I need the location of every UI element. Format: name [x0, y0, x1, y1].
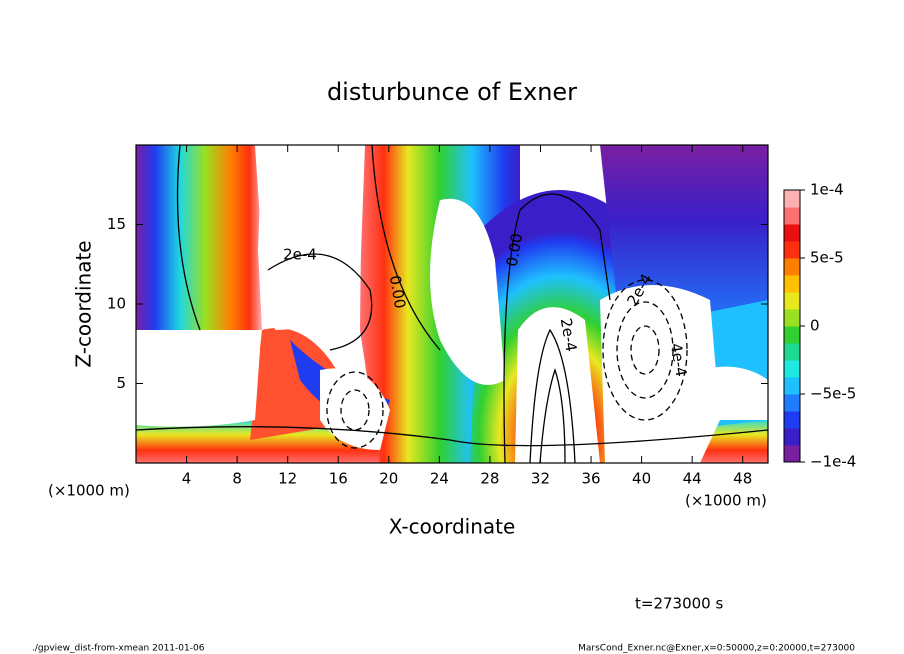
x-tick-label: 28 — [480, 470, 499, 488]
colorbar-segment — [784, 190, 800, 208]
colorbar-segment — [784, 241, 800, 259]
y-axis-label: Z-coordinate — [72, 240, 96, 367]
y-tick-label: 5 — [116, 374, 126, 392]
chart-title: disturbunce of Exner — [327, 78, 577, 106]
colorbar-tick-label: −1e-4 — [810, 453, 856, 471]
x-tick-label: 4 — [182, 470, 192, 488]
contour-label: 0.00 — [503, 232, 527, 268]
colorbar-segment — [784, 224, 800, 242]
x-tick-label: 24 — [430, 470, 449, 488]
x-tick-label: 16 — [329, 470, 348, 488]
colorbar-segment — [784, 207, 800, 225]
contour-label: 2e-4 — [557, 317, 581, 353]
colorbar-segment — [784, 326, 800, 344]
colorbar-tick-label: 1e-4 — [810, 181, 844, 199]
field — [136, 145, 768, 463]
colorbar-segment — [784, 292, 800, 310]
colorbar-tick-label: 5e-5 — [810, 249, 844, 267]
footer-left: ./gpview_dist-from-xmean 2011-01-06 — [32, 644, 205, 654]
colorbar-segment — [784, 275, 800, 293]
colorbar-segment — [784, 377, 800, 395]
x-tick-label: 48 — [733, 470, 752, 488]
x-tick-label: 44 — [683, 470, 702, 488]
colorbar-segment — [784, 309, 800, 327]
contour-label: 2e-4 — [283, 246, 317, 264]
x-tick-label: 32 — [531, 470, 550, 488]
colorbar-tick-label: 0 — [810, 317, 820, 335]
x-axis-label: X-coordinate — [389, 515, 516, 539]
x-tick-label: 8 — [232, 470, 242, 488]
colorbar-segment — [784, 411, 800, 429]
y-tick-label: 10 — [107, 295, 126, 313]
x-tick-label: 40 — [632, 470, 651, 488]
colorbar-segment — [784, 445, 800, 463]
time-label: t=273000 s — [635, 595, 723, 613]
x-unit: (×1000 m) — [48, 482, 130, 500]
colorbar-segment — [784, 258, 800, 276]
contour-label: 4e-4 — [667, 342, 691, 378]
y-tick-label: 15 — [107, 215, 126, 233]
footer-right: MarsCond_Exner.nc@Exner,x=0:50000,z=0:20… — [578, 644, 855, 654]
contour-label: 0.00 — [386, 274, 410, 310]
colorbar-segment — [784, 360, 800, 378]
x-tick-label: 12 — [278, 470, 297, 488]
colorbar-segment — [784, 394, 800, 412]
colorbar-segment — [784, 343, 800, 361]
colorbar-segment — [784, 428, 800, 446]
x-tick-label: 20 — [379, 470, 398, 488]
x-unit: (×1000 m) — [685, 492, 767, 510]
colorbar-tick-label: −5e-5 — [810, 385, 856, 403]
x-tick-label: 36 — [581, 470, 600, 488]
